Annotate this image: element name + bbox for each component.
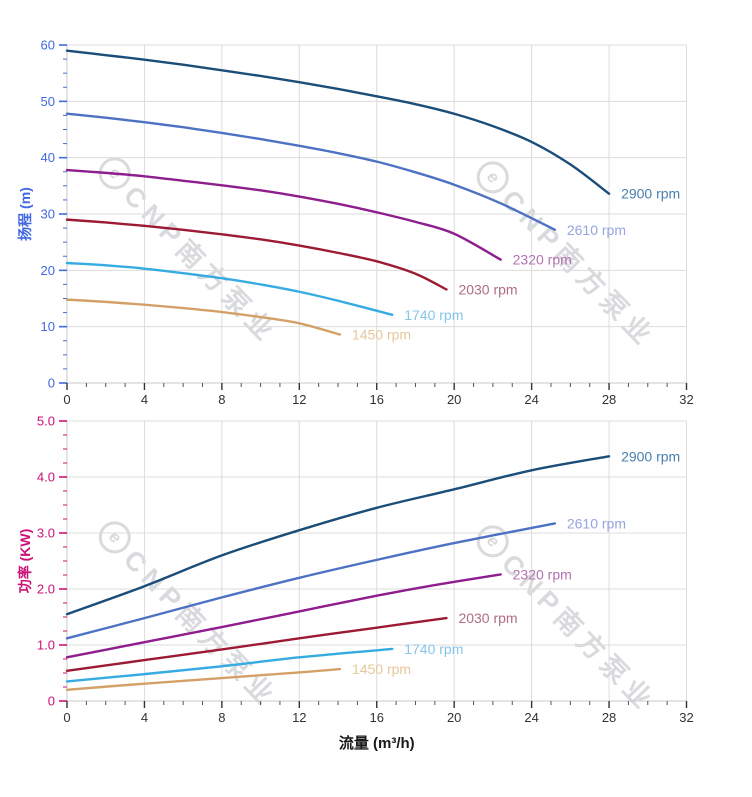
curve-2610-rpm (65, 522, 557, 640)
x-axis-title: 流量 (m³/h) (339, 734, 415, 752)
y-tick-label: 3.0 (37, 526, 55, 541)
power-chart: 0 1.0 2.0 3.0 4.0 5.0 0 4 8 12 16 20 24 28 32 功率 (KW) 29… (17, 414, 694, 726)
y-tick-label: 20 (41, 263, 55, 278)
y-tick-label: 0 (48, 694, 55, 709)
y-tick-label: 10 (41, 319, 55, 334)
x-tick-label: 12 (292, 710, 306, 725)
curve-2030-rpm (65, 616, 448, 672)
y-tick-label: 0 (48, 376, 55, 391)
curve-1740-rpm (65, 647, 394, 683)
y-tick-label: 30 (41, 207, 55, 222)
curve-2900-rpm (65, 49, 611, 195)
x-tick-label: 12 (292, 392, 306, 407)
curve-1740-rpm (65, 261, 394, 317)
x-tick-label: 32 (679, 710, 693, 725)
y-tick-label: 5.0 (37, 414, 55, 429)
x-tick-label: 24 (524, 710, 538, 725)
series-label-2320-rpm: 2320 rpm (513, 252, 572, 268)
y-tick-label: 1.0 (37, 638, 55, 653)
series-label-2610-rpm: 2610 rpm (567, 515, 626, 531)
x-tick-label: 28 (602, 710, 616, 725)
series-label-1450-rpm: 1450 rpm (352, 327, 411, 343)
y-tick-label: 50 (41, 94, 55, 109)
curve-2900-rpm (65, 455, 611, 616)
y-tick-label: 40 (41, 150, 55, 165)
curve-1450-rpm (65, 667, 342, 691)
y-axis-title: 功率 (KW) (17, 529, 33, 594)
y-axis-title: 扬程 (m) (17, 187, 33, 241)
curve-2320-rpm (65, 573, 502, 659)
series-label-2030-rpm: 2030 rpm (458, 281, 517, 297)
x-tick-label: 24 (524, 392, 538, 407)
series-label-1740-rpm: 1740 rpm (404, 307, 463, 323)
x-tick-label: 32 (679, 392, 693, 407)
x-tick-label: 8 (218, 392, 225, 407)
curve-2320-rpm (65, 168, 502, 261)
series-label-2900-rpm: 2900 rpm (621, 448, 680, 464)
curve-1450-rpm (65, 298, 342, 336)
x-tick-label: 16 (370, 710, 384, 725)
series-label-1740-rpm: 1740 rpm (404, 641, 463, 657)
y-tick-label: 4.0 (37, 470, 55, 485)
x-tick-label: 4 (141, 392, 148, 407)
x-tick-label: 0 (63, 392, 70, 407)
curve-2610-rpm (65, 112, 557, 231)
x-tick-label: 0 (63, 710, 70, 725)
head-chart: 0 10 20 30 40 50 60 0 4 8 12 16 20 24 28 32 扬程 (m) 2900 r… (17, 38, 694, 408)
x-tick-label: 28 (602, 392, 616, 407)
series-label-2900-rpm: 2900 rpm (621, 186, 680, 202)
x-tick-label: 4 (141, 710, 148, 725)
x-tick-label: 20 (447, 392, 461, 407)
series-label-2320-rpm: 2320 rpm (513, 566, 572, 582)
series-label-2030-rpm: 2030 rpm (458, 610, 517, 626)
x-tick-label: 8 (218, 710, 225, 725)
x-tick-label: 16 (370, 392, 384, 407)
series-label-2610-rpm: 2610 rpm (567, 222, 626, 238)
x-tick-label: 20 (447, 710, 461, 725)
curve-2030-rpm (65, 218, 448, 291)
y-tick-label: 2.0 (37, 582, 55, 597)
series-label-1450-rpm: 1450 rpm (352, 661, 411, 677)
y-tick-label: 60 (41, 38, 55, 53)
